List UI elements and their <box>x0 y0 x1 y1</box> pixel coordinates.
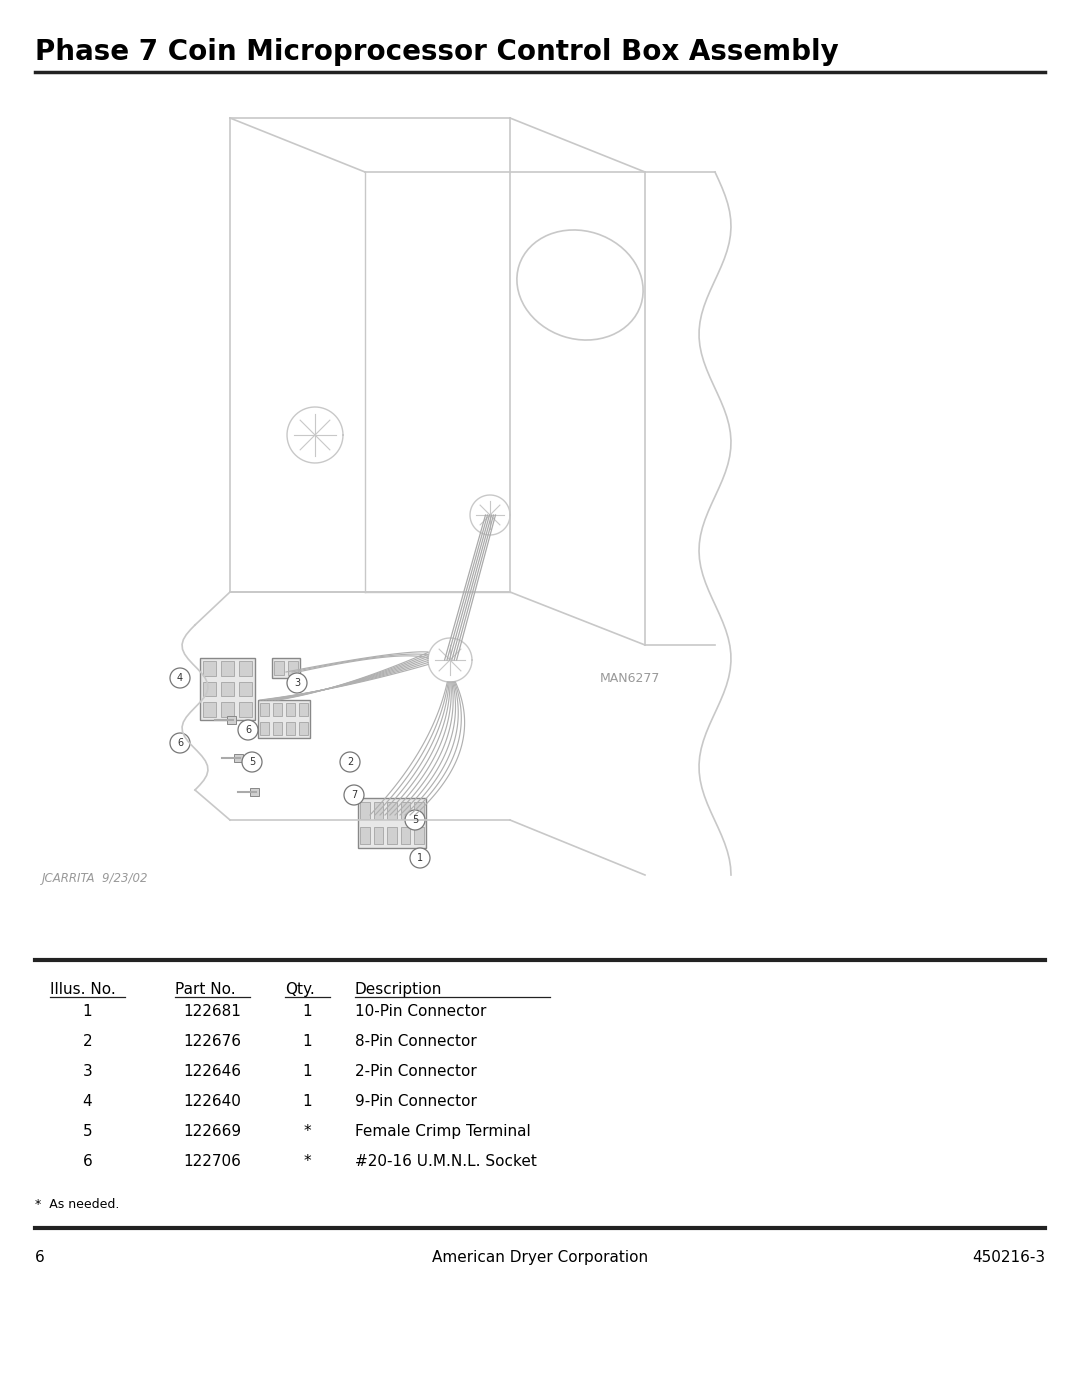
Text: 5: 5 <box>248 757 255 767</box>
Bar <box>401 827 410 844</box>
Bar <box>288 661 298 675</box>
Bar <box>221 703 234 717</box>
Text: 122646: 122646 <box>184 1065 242 1078</box>
Bar <box>272 658 300 678</box>
Text: JCARRITA  9/23/02: JCARRITA 9/23/02 <box>42 872 149 886</box>
Bar <box>258 700 310 738</box>
Text: Illus. No.: Illus. No. <box>50 982 116 997</box>
Text: Qty.: Qty. <box>285 982 314 997</box>
Text: 1: 1 <box>83 1004 92 1018</box>
Circle shape <box>170 668 190 687</box>
Bar <box>415 802 424 819</box>
Bar <box>274 661 284 675</box>
Bar <box>227 717 237 724</box>
Text: 2-Pin Connector: 2-Pin Connector <box>355 1065 476 1078</box>
Circle shape <box>340 752 360 773</box>
Bar <box>260 722 269 735</box>
Text: 7: 7 <box>351 789 357 800</box>
Text: 122640: 122640 <box>184 1094 242 1109</box>
Circle shape <box>287 673 307 693</box>
Text: Female Crimp Terminal: Female Crimp Terminal <box>355 1125 530 1139</box>
Circle shape <box>410 848 430 868</box>
Text: 122706: 122706 <box>184 1154 242 1169</box>
Text: 1: 1 <box>302 1004 312 1018</box>
Text: 9-Pin Connector: 9-Pin Connector <box>355 1094 477 1109</box>
Text: 6: 6 <box>35 1250 44 1266</box>
Bar <box>203 682 216 696</box>
Bar <box>234 754 243 761</box>
Bar <box>203 661 216 676</box>
Text: 1: 1 <box>302 1094 312 1109</box>
Bar <box>374 827 383 844</box>
Circle shape <box>170 733 190 753</box>
Bar <box>203 703 216 717</box>
Bar <box>221 682 234 696</box>
Text: Phase 7 Coin Microprocessor Control Box Assembly: Phase 7 Coin Microprocessor Control Box … <box>35 38 839 66</box>
Text: 3: 3 <box>83 1065 93 1078</box>
Text: 2: 2 <box>347 757 353 767</box>
Bar <box>240 682 253 696</box>
Text: 2: 2 <box>83 1034 92 1049</box>
Circle shape <box>345 785 364 805</box>
Bar <box>401 802 410 819</box>
Text: 5: 5 <box>83 1125 92 1139</box>
Bar <box>374 802 383 819</box>
Text: MAN6277: MAN6277 <box>600 672 660 685</box>
Text: 122676: 122676 <box>184 1034 242 1049</box>
Text: 122681: 122681 <box>184 1004 242 1018</box>
Bar <box>249 788 259 796</box>
Bar <box>360 802 369 819</box>
Text: 3: 3 <box>294 678 300 687</box>
Text: #20-16 U.M.N.L. Socket: #20-16 U.M.N.L. Socket <box>355 1154 537 1169</box>
Bar <box>260 703 269 717</box>
Text: Description: Description <box>355 982 443 997</box>
Bar <box>415 827 424 844</box>
Bar <box>240 661 253 676</box>
Text: 122669: 122669 <box>184 1125 242 1139</box>
Text: *  As needed.: * As needed. <box>35 1199 120 1211</box>
Text: 1: 1 <box>302 1065 312 1078</box>
Text: 6: 6 <box>177 738 184 747</box>
Circle shape <box>242 752 262 773</box>
Text: 1: 1 <box>417 854 423 863</box>
Bar <box>273 722 282 735</box>
Text: 8-Pin Connector: 8-Pin Connector <box>355 1034 476 1049</box>
Bar <box>240 703 253 717</box>
Text: 4: 4 <box>83 1094 92 1109</box>
Text: 450216-3: 450216-3 <box>972 1250 1045 1266</box>
Text: 4: 4 <box>177 673 184 683</box>
Text: 10-Pin Connector: 10-Pin Connector <box>355 1004 486 1018</box>
Bar <box>200 658 255 719</box>
Text: 5: 5 <box>411 814 418 826</box>
Text: Part No.: Part No. <box>175 982 235 997</box>
Text: 6: 6 <box>245 725 251 735</box>
Text: *: * <box>303 1154 311 1169</box>
Text: 1: 1 <box>302 1034 312 1049</box>
Bar <box>286 703 295 717</box>
Bar <box>273 703 282 717</box>
Text: 6: 6 <box>83 1154 93 1169</box>
Text: American Dryer Corporation: American Dryer Corporation <box>432 1250 648 1266</box>
Bar <box>388 827 396 844</box>
Bar <box>357 798 426 848</box>
Bar <box>299 703 308 717</box>
Circle shape <box>238 719 258 740</box>
Text: *: * <box>303 1125 311 1139</box>
Bar <box>299 722 308 735</box>
Bar <box>286 722 295 735</box>
Circle shape <box>405 810 426 830</box>
Bar <box>388 802 396 819</box>
Bar <box>221 661 234 676</box>
Bar <box>360 827 369 844</box>
